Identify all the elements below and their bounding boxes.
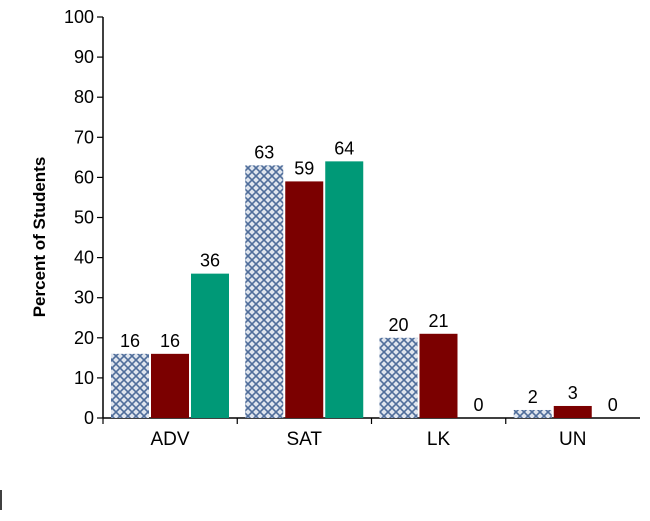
y-tick-label: 10 xyxy=(74,368,94,388)
y-axis-label: Percent of Students xyxy=(30,157,49,318)
data-label: 3 xyxy=(568,383,578,403)
data-labels: 16 16 36 63 59 64 20 21 0 2 3 0 xyxy=(120,138,618,415)
data-label: 2 xyxy=(528,387,538,407)
y-tick-label: 100 xyxy=(64,7,94,27)
bar-adv-0 xyxy=(111,353,149,418)
data-label: 20 xyxy=(388,315,408,335)
y-tick-label: 30 xyxy=(74,288,94,308)
bar-sat-0 xyxy=(245,165,284,418)
data-label: 0 xyxy=(473,395,483,415)
bar-lk-0 xyxy=(379,337,418,418)
data-label: 59 xyxy=(294,158,314,178)
y-tick-label: 80 xyxy=(74,87,94,107)
x-tick-label-lk: LK xyxy=(427,429,451,450)
bar-adv-1 xyxy=(151,353,189,418)
y-tick-label: 60 xyxy=(74,167,94,187)
data-label: 36 xyxy=(200,251,220,271)
data-label: 21 xyxy=(428,311,448,331)
x-tick-label-adv: ADV xyxy=(150,429,189,450)
bar-sat-1 xyxy=(285,181,324,418)
y-tick-label: 20 xyxy=(74,328,94,348)
bar-un-0 xyxy=(513,409,552,418)
bar-sat-2 xyxy=(325,161,364,419)
data-label: 16 xyxy=(120,331,140,351)
x-tick-label-sat: SAT xyxy=(286,429,322,450)
y-tick-label: 70 xyxy=(74,127,94,147)
y-tick-label: 50 xyxy=(74,208,94,228)
y-tick-label: 0 xyxy=(84,408,94,428)
y-tick-label: 40 xyxy=(74,248,94,268)
bars xyxy=(111,161,592,419)
data-label: 64 xyxy=(334,138,354,158)
bar-lk-1 xyxy=(419,333,458,418)
y-ticks: 0 10 20 30 40 50 60 70 80 90 100 xyxy=(64,7,103,428)
x-tick-label-un: UN xyxy=(559,429,586,450)
data-label: 0 xyxy=(608,395,618,415)
y-tick-label: 90 xyxy=(74,47,94,67)
data-label: 63 xyxy=(254,142,274,162)
bar-un-1 xyxy=(553,405,592,418)
data-label: 16 xyxy=(160,331,180,351)
x-tick-labels: ADV SAT LK UN xyxy=(102,418,586,450)
bar-adv-2 xyxy=(191,273,229,418)
